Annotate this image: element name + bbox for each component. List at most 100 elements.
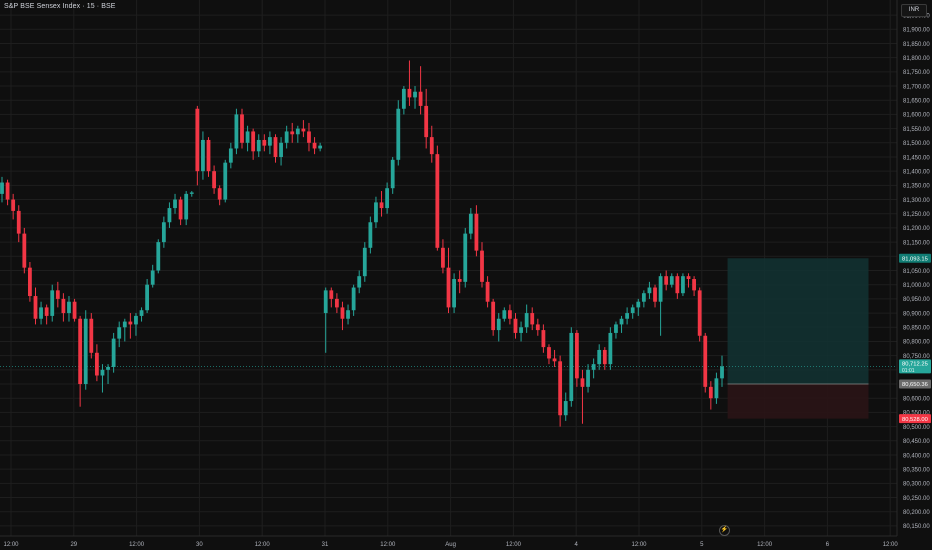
candle-body xyxy=(574,332,579,379)
time-tick-label: 29 xyxy=(70,542,77,548)
time-tick-label: 5 xyxy=(700,542,704,548)
current-price-tag-bg xyxy=(899,359,931,374)
candle-body xyxy=(625,313,630,319)
candle-body xyxy=(508,310,512,319)
price-tick-label: 81,550.00 xyxy=(903,127,930,133)
candle-body xyxy=(61,298,66,314)
entry-price-tag-text: 80,650.36 xyxy=(902,382,928,388)
candle-body xyxy=(530,313,535,325)
price-tick-label: 80,900.00 xyxy=(903,311,930,317)
candle-body xyxy=(658,276,663,302)
candle-body xyxy=(212,171,216,189)
candle-body xyxy=(251,131,256,152)
currency-button[interactable]: INR xyxy=(901,4,927,17)
candle-body xyxy=(424,105,429,138)
candle-body xyxy=(201,139,205,172)
candle-body xyxy=(100,369,105,376)
price-tick-label: 80,800.00 xyxy=(903,340,930,346)
price-tick-label: 81,700.00 xyxy=(903,84,930,90)
price-tick-label: 81,650.00 xyxy=(903,99,930,105)
candle-body xyxy=(33,296,38,319)
candle-body xyxy=(614,324,618,333)
price-tick-label: 80,750.00 xyxy=(903,354,930,360)
candle-body xyxy=(720,366,724,379)
candle-body xyxy=(301,128,306,132)
candle-body xyxy=(558,361,563,416)
candle-body xyxy=(184,193,189,220)
candle-body xyxy=(106,366,110,370)
candle-body xyxy=(122,321,127,328)
candle-body xyxy=(284,131,289,143)
price-tick-label: 80,300.00 xyxy=(903,482,930,488)
price-tick-label: 80,150.00 xyxy=(903,524,930,530)
candle-body xyxy=(385,188,390,209)
target-price-tag-text: 81,093.15 xyxy=(902,256,928,262)
candle-body xyxy=(552,358,557,362)
candle-body xyxy=(362,247,367,277)
candle-body xyxy=(474,213,479,251)
candle-body xyxy=(167,208,172,223)
candle-body xyxy=(156,242,161,271)
candle-body xyxy=(664,276,669,285)
candle-body xyxy=(256,139,261,152)
time-tick-label: 12:00 xyxy=(380,542,396,548)
candle-body xyxy=(714,378,719,399)
time-tick-label: 12:00 xyxy=(883,542,899,548)
candle-body xyxy=(513,318,518,333)
candle-body xyxy=(602,349,607,365)
candle-body xyxy=(630,307,635,314)
candle-body xyxy=(83,318,88,385)
candle-body xyxy=(463,233,468,282)
price-tick-label: 81,500.00 xyxy=(903,141,930,147)
candle-body xyxy=(268,137,272,146)
candle-body xyxy=(228,148,233,163)
time-tick-label: 12:00 xyxy=(631,542,647,548)
symbol-title[interactable]: S&P BSE Sensex Index · 15 · BSE xyxy=(4,3,116,10)
candle-body xyxy=(368,222,373,248)
candle-body xyxy=(597,349,602,365)
candle-body xyxy=(295,128,300,135)
candle-body xyxy=(446,267,451,308)
candle-body xyxy=(240,114,244,143)
candle-body xyxy=(697,290,702,336)
price-tick-label: 81,900.00 xyxy=(903,28,930,34)
candle-body xyxy=(647,287,652,294)
candle-body xyxy=(586,369,590,387)
price-tick-label: 81,600.00 xyxy=(903,113,930,119)
price-tick-label: 81,450.00 xyxy=(903,155,930,161)
price-tick-label: 81,750.00 xyxy=(903,70,930,76)
candle-body xyxy=(519,327,523,333)
candle-body xyxy=(111,338,116,367)
loss-zone xyxy=(727,384,869,419)
candle-body xyxy=(653,287,657,302)
target-price-tag-bg xyxy=(899,253,931,263)
candle-body xyxy=(323,290,328,314)
candle-body xyxy=(541,330,546,348)
candle-body xyxy=(441,247,445,268)
candle-body xyxy=(535,324,540,331)
price-tick-label: 81,800.00 xyxy=(903,56,930,62)
candle-body xyxy=(178,199,183,220)
flash-icon[interactable]: ⚡ xyxy=(719,525,730,536)
price-tick-label: 80,400.00 xyxy=(903,453,930,459)
candle-body xyxy=(55,290,60,299)
price-tick-label: 81,000.00 xyxy=(903,283,930,289)
candle-body xyxy=(329,290,334,299)
price-tick-label: 80,450.00 xyxy=(903,439,930,445)
time-axis[interactable]: 12:00 29 12:00 30 12:00 31 12:00 Aug 12:00 4 12:00… xyxy=(3,542,898,548)
candle-body xyxy=(413,91,417,98)
candle-body xyxy=(67,301,71,314)
current-price-tag-text: 80,712.25 xyxy=(902,362,928,368)
price-tick-label: 80,200.00 xyxy=(903,510,930,516)
time-tick-label: 12:00 xyxy=(255,542,271,548)
candle-body xyxy=(703,335,708,387)
candle-body xyxy=(145,284,150,311)
time-tick-label: 12:00 xyxy=(129,542,145,548)
candle-body xyxy=(619,318,624,325)
price-tick-label: 80,250.00 xyxy=(903,496,930,502)
price-tick-label: 81,200.00 xyxy=(903,226,930,232)
time-tick-label: 30 xyxy=(196,542,203,548)
candle-body xyxy=(686,276,691,280)
